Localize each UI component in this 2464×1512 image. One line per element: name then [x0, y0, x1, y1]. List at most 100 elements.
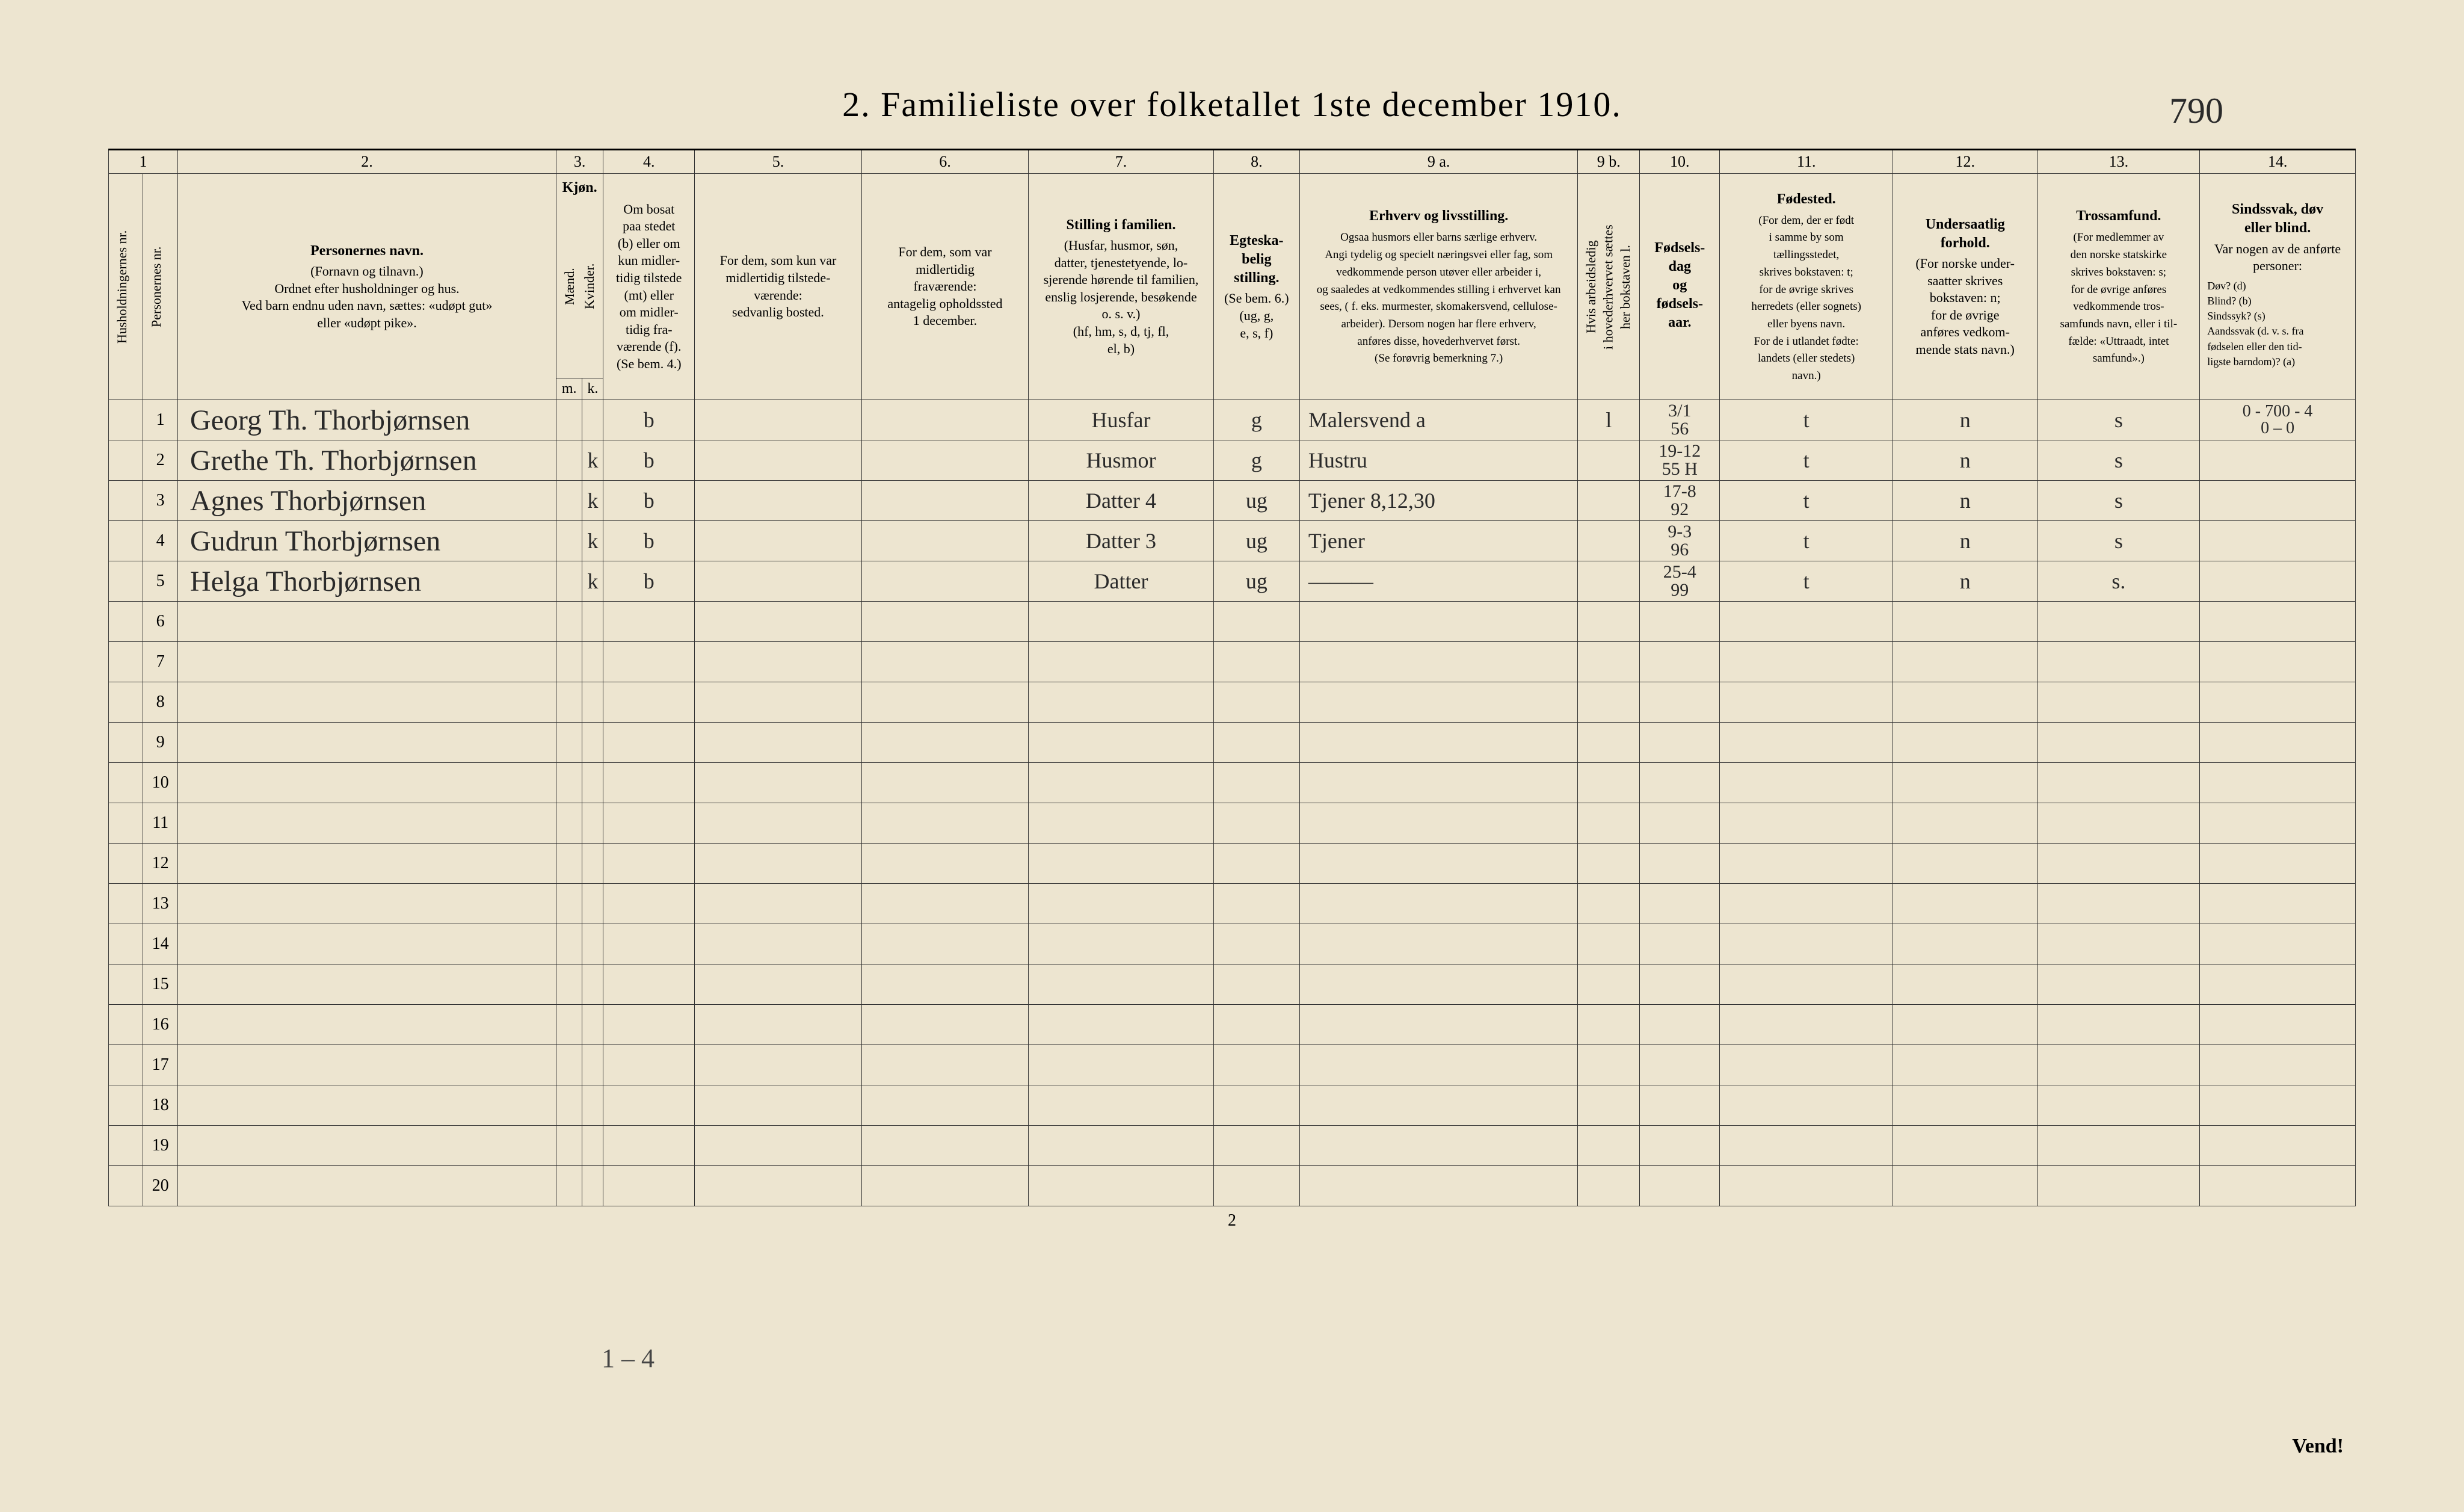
empty-cell — [177, 1085, 556, 1126]
disability — [2200, 440, 2356, 481]
empty-cell — [695, 1126, 861, 1166]
religion: s. — [2037, 561, 2200, 602]
household-nr — [109, 1166, 143, 1206]
empty-cell — [1213, 964, 1299, 1005]
empty-cell — [695, 924, 861, 964]
disability — [2200, 481, 2356, 521]
person-nr: 5 — [143, 561, 177, 602]
empty-cell — [695, 1166, 861, 1206]
empty-cell — [1893, 803, 2037, 844]
empty-cell — [2037, 803, 2200, 844]
empty-cell — [582, 1126, 603, 1166]
table-row-empty: 7 — [109, 642, 2356, 682]
religion: s — [2037, 481, 2200, 521]
table-row-empty: 19 — [109, 1126, 2356, 1166]
empty-cell — [582, 763, 603, 803]
family-position: Husmor — [1029, 440, 1214, 481]
religion: s — [2037, 440, 2200, 481]
empty-cell — [861, 723, 1029, 763]
empty-cell — [1029, 1085, 1214, 1126]
empty-cell — [1213, 763, 1299, 803]
empty-cell — [1578, 1045, 1640, 1085]
c6 — [861, 561, 1029, 602]
empty-cell — [1893, 602, 2037, 642]
empty-cell — [1029, 723, 1214, 763]
empty-cell — [1640, 723, 1720, 763]
person-nr: 9 — [143, 723, 177, 763]
header-c9a-body: Ogsaa husmors eller barns særlige erhver… — [1317, 231, 1561, 365]
empty-cell — [603, 602, 695, 642]
empty-cell — [177, 924, 556, 964]
empty-cell — [695, 1045, 861, 1085]
empty-cell — [1720, 682, 1893, 723]
empty-cell — [1029, 803, 1214, 844]
header-c13-body: (For medlemmer av den norske statskirke … — [2060, 231, 2177, 365]
empty-cell — [2200, 1045, 2356, 1085]
empty-cell — [1893, 884, 2037, 924]
household-nr — [109, 642, 143, 682]
empty-cell — [861, 1045, 1029, 1085]
col-num-14: 14. — [2200, 150, 2356, 174]
household-nr — [109, 884, 143, 924]
household-nr — [109, 763, 143, 803]
empty-cell — [1213, 682, 1299, 723]
empty-cell — [603, 682, 695, 723]
sex-k: k — [582, 481, 603, 521]
empty-cell — [556, 924, 582, 964]
empty-cell — [1213, 924, 1299, 964]
empty-cell — [1213, 642, 1299, 682]
empty-cell — [1299, 964, 1577, 1005]
empty-cell — [1299, 1045, 1577, 1085]
empty-cell — [1640, 602, 1720, 642]
empty-cell — [582, 884, 603, 924]
table-row-empty: 9 — [109, 723, 2356, 763]
header-person-nr: Personernes nr. — [147, 200, 167, 374]
sex-m — [556, 481, 582, 521]
c6 — [861, 400, 1029, 440]
empty-cell — [861, 1126, 1029, 1166]
empty-cell — [1299, 803, 1577, 844]
header-name-title: Personernes navn. — [182, 242, 552, 261]
family-position: Husfar — [1029, 400, 1214, 440]
empty-cell — [2200, 884, 2356, 924]
nationality: n — [1893, 521, 2037, 561]
empty-cell — [582, 1166, 603, 1206]
empty-cell — [603, 844, 695, 884]
col-num-6: 6. — [861, 150, 1029, 174]
empty-cell — [1029, 1045, 1214, 1085]
empty-cell — [2200, 1126, 2356, 1166]
empty-cell — [1213, 803, 1299, 844]
occupation: ——— — [1299, 561, 1577, 602]
empty-cell — [861, 1005, 1029, 1045]
religion: s — [2037, 521, 2200, 561]
empty-cell — [861, 964, 1029, 1005]
empty-cell — [1893, 642, 2037, 682]
header-c9b: Hvis arbeidsledig i hovederhvervet sætte… — [1582, 200, 1636, 374]
empty-cell — [861, 924, 1029, 964]
empty-cell — [861, 1085, 1029, 1126]
empty-cell — [2200, 1005, 2356, 1045]
household-nr — [109, 964, 143, 1005]
data-rows: 1Georg Th. ThorbjørnsenbHusfargMalersven… — [109, 400, 2356, 602]
empty-cell — [1578, 964, 1640, 1005]
household-nr — [109, 844, 143, 884]
empty-cell — [2037, 964, 2200, 1005]
empty-cell — [2200, 682, 2356, 723]
empty-cell — [1640, 1005, 1720, 1045]
empty-cell — [1213, 1005, 1299, 1045]
empty-cell — [1299, 1166, 1577, 1206]
birthplace: t — [1720, 561, 1893, 602]
empty-cell — [177, 723, 556, 763]
household-nr — [109, 561, 143, 602]
empty-cell — [556, 844, 582, 884]
occupation: Hustru — [1299, 440, 1577, 481]
person-nr: 10 — [143, 763, 177, 803]
empty-cell — [1893, 682, 2037, 723]
empty-cell — [603, 964, 695, 1005]
table-row: 1Georg Th. ThorbjørnsenbHusfargMalersven… — [109, 400, 2356, 440]
empty-cell — [695, 723, 861, 763]
empty-cell — [1720, 642, 1893, 682]
empty-cell — [1893, 1085, 2037, 1126]
unemployed — [1578, 440, 1640, 481]
occupation: Malersvend a — [1299, 400, 1577, 440]
